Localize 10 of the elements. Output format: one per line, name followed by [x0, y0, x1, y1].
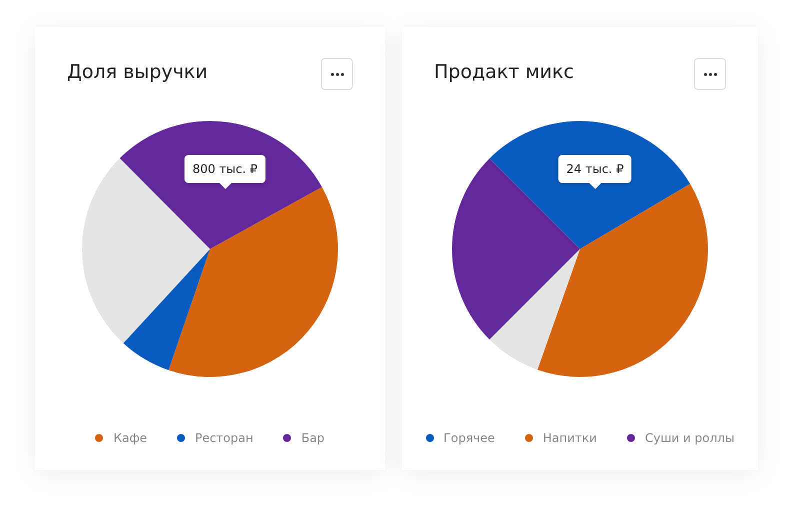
legend-label: Бар — [301, 431, 325, 445]
chart-title: Доля выручки — [67, 61, 208, 83]
legend-label: Суши и роллы — [644, 431, 734, 445]
legend-label: Ресторан — [194, 431, 254, 445]
legend-label: Кафе — [113, 431, 147, 445]
text: 800 тыс. ₽ — [192, 162, 258, 176]
chart-title: Продакт микс — [434, 61, 574, 83]
legend-label: Горячее — [444, 431, 495, 445]
legend-label: Напитки — [542, 431, 597, 445]
text: 24 тыс. ₽ — [566, 162, 624, 176]
